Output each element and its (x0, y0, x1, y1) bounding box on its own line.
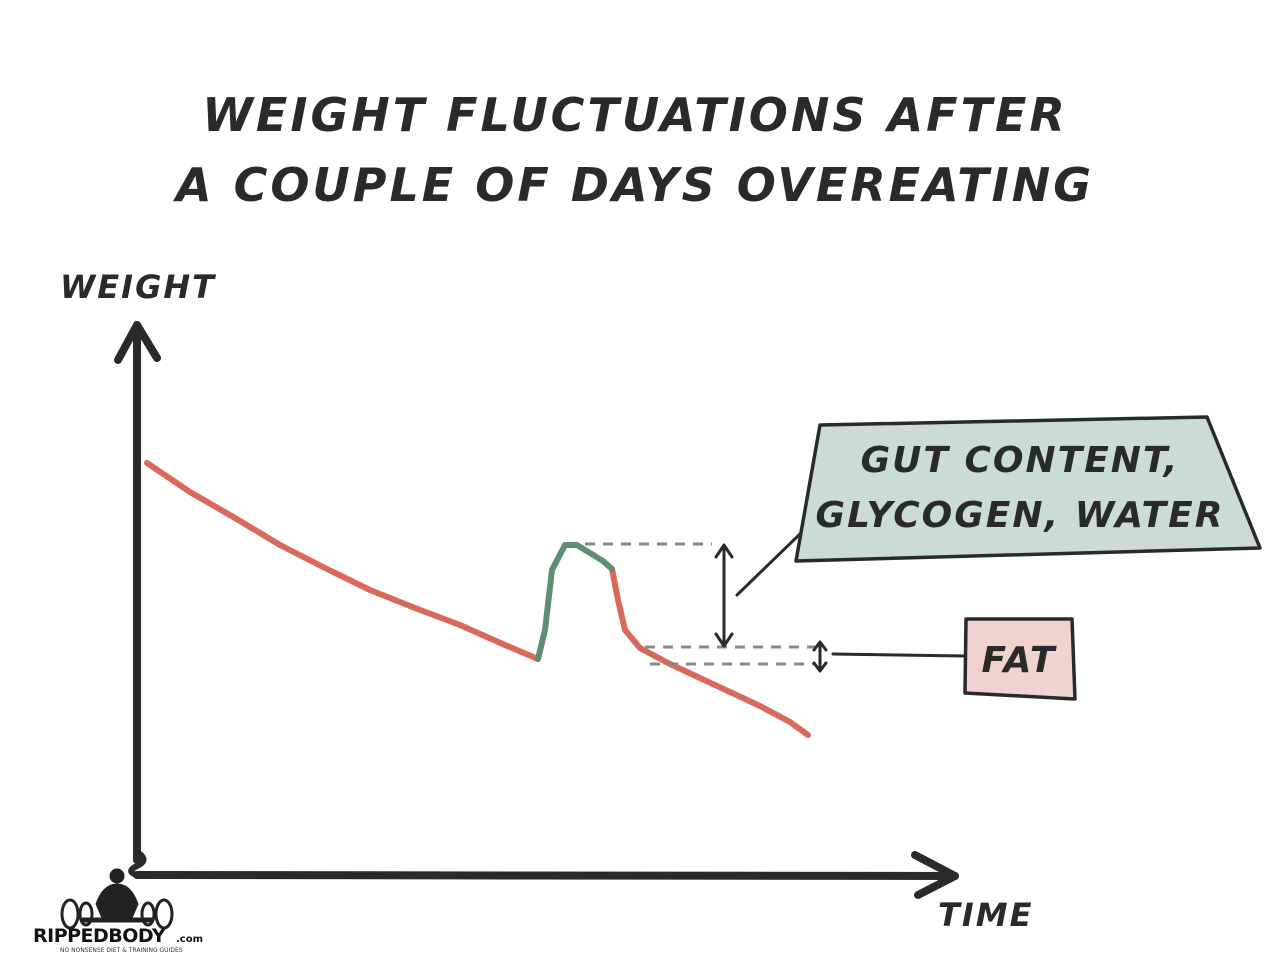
gut-callout-line-1: GUT CONTENT, (861, 440, 1180, 481)
y-axis-arrowhead (114, 321, 161, 364)
axes (114, 321, 959, 899)
fat-measure-arrow (812, 640, 828, 673)
fat-callout: FAT (963, 617, 1077, 701)
trend-line-before-overeating (144, 460, 541, 662)
logo-wordmark: RIPPEDBODY (33, 925, 166, 947)
gut-measure-arrow (714, 543, 734, 648)
chart-title-line-1: WEIGHT FLUCTUATIONS AFTER (202, 88, 1068, 142)
gut-callout-box (794, 415, 1262, 563)
y-axis-label: WEIGHT (60, 268, 216, 306)
logo-figure-icon (60, 868, 174, 930)
gut-callout-connector (735, 532, 802, 597)
logo-suffix: .com (176, 934, 203, 945)
series-layer (144, 460, 811, 738)
ripped-body-logo: RIPPEDBODY .com NO NONSENSE DIET & TRAIN… (33, 868, 203, 954)
gut-callout: GUT CONTENT, GLYCOGEN, WATER (794, 415, 1262, 563)
logo-tagline: NO NONSENSE DIET & TRAINING GUIDES (60, 947, 183, 954)
fat-callout-label: FAT (982, 640, 1057, 681)
trend-line-after-overeating (609, 566, 811, 738)
chart-title-line-2: A COUPLE OF DAYS OVEREATING (175, 158, 1095, 212)
x-axis-arrowhead (911, 851, 959, 899)
axis-origin-squiggle (128, 849, 147, 879)
fat-callout-connector (831, 652, 967, 658)
fat-callout-box (963, 617, 1077, 701)
measure-arrows (714, 532, 967, 673)
overeating-weight-bump (535, 542, 615, 662)
x-axis-label: TIME (938, 896, 1034, 934)
guide-lines (585, 542, 815, 666)
x-axis-line (133, 871, 959, 880)
gut-callout-line-2: GLYCOGEN, WATER (816, 495, 1225, 536)
